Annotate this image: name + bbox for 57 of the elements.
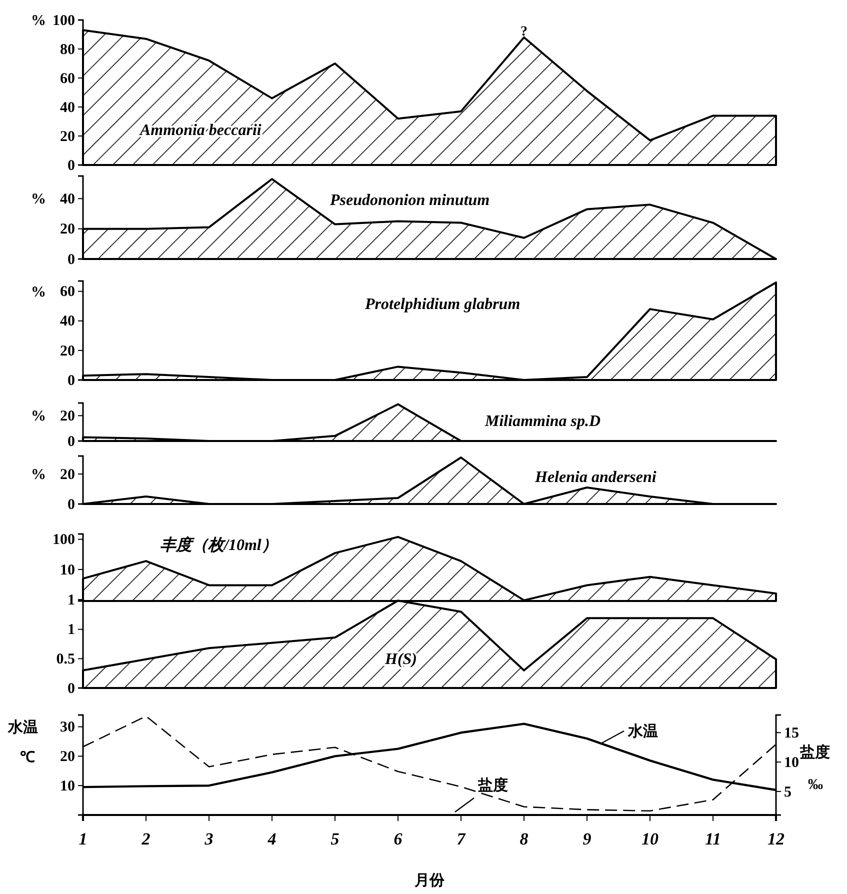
y-tick-label: 40	[60, 314, 75, 330]
y-tick-label: 0	[68, 252, 75, 268]
y-tick-label: 1	[68, 592, 75, 608]
y-tick-label: 0.5	[56, 651, 75, 668]
y-tick-label: 20	[60, 128, 75, 145]
x-tick-label: 7	[456, 829, 467, 848]
y-axis-title: 水温 ℃	[7, 718, 38, 766]
y-tick-label: 20	[60, 343, 75, 360]
y-tick-label: 60	[60, 284, 75, 300]
y-tick-label: 0	[68, 680, 75, 697]
x-tick-label: 6	[394, 829, 403, 848]
legend-label: 水温	[627, 723, 658, 740]
y-tick-label: 30	[60, 720, 75, 736]
y-tick-label: 100	[52, 532, 75, 548]
x-tick-label: 2	[140, 829, 151, 848]
y-tick-label: 40	[60, 191, 75, 208]
y-tick-label: 100	[52, 12, 75, 29]
x-axis-title: 月份	[414, 872, 446, 889]
chart-title: 丰度（枚/10ml）	[160, 535, 278, 554]
y-tick-label: 1	[68, 622, 75, 638]
y-tick-label: 80	[60, 42, 75, 58]
y-axis-title: %	[31, 467, 46, 483]
series-label: 盐度	[477, 776, 508, 794]
x-tick-label: 10	[642, 829, 659, 848]
x-tick-label: 4	[266, 829, 276, 848]
x-tick-label: 12	[768, 829, 785, 848]
y-tick-label: 20	[60, 466, 75, 483]
x-tick-label: 9	[582, 829, 592, 848]
y2-axis-title: 盐度 ‰	[799, 743, 830, 794]
y-tick-label: 10	[60, 778, 75, 794]
y-axis-title: %	[31, 284, 46, 300]
y-tick-label: 0	[68, 158, 75, 174]
y-axis-title: %	[31, 13, 46, 29]
y-axis-title: %	[31, 192, 46, 208]
text: Helenia anderseni	[534, 469, 657, 486]
text: Pseudononion minutum	[329, 192, 490, 209]
y2-tick-label: 15	[784, 725, 799, 742]
text: Miliammina sp.D	[484, 413, 602, 430]
y-tick-label: 0	[68, 434, 75, 450]
y2-tick-label: 10	[784, 754, 799, 771]
y-tick-label: 0	[68, 372, 75, 389]
annotation: ?	[520, 24, 528, 40]
line-series	[82, 716, 777, 812]
y-tick-label: 10	[60, 562, 75, 578]
y-tick-label: 0	[68, 496, 75, 513]
y-axis-title: %	[31, 408, 46, 425]
y2-tick-label: 5	[784, 784, 792, 800]
x-tick-label: 3	[204, 829, 214, 848]
y-tick-label: 20	[60, 408, 75, 424]
y-tick-label: 20	[60, 222, 75, 238]
x-tick-label: 5	[330, 829, 340, 848]
x-tick-label: 8	[520, 829, 529, 848]
y-tick-label: 20	[60, 748, 75, 765]
x-tick-label: 11	[704, 829, 722, 848]
y-tick-label: 40	[60, 100, 75, 116]
text: Protelphidium glabrum	[364, 296, 520, 313]
y-tick-label: 60	[60, 70, 75, 87]
